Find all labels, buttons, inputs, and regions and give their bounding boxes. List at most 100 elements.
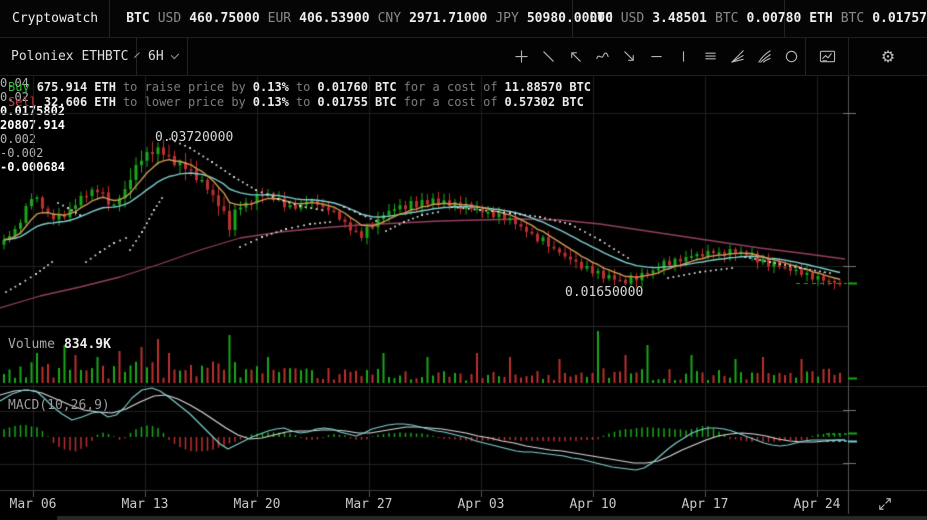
ticker-text: 460.75000 xyxy=(189,11,260,26)
fan-lines-icon xyxy=(731,50,744,63)
x-axis-label: Apr 03 xyxy=(457,497,505,512)
ticker-text: USD xyxy=(620,11,645,26)
ticker-text: 2971.71000 xyxy=(409,11,488,26)
settings-button[interactable]: ⚙ xyxy=(849,38,927,75)
ticker-text: 50980.00000 xyxy=(526,11,613,26)
tool-arrow-down-right[interactable] xyxy=(616,38,643,75)
ticker-text: BTC xyxy=(840,11,865,26)
info-token: ETH xyxy=(94,95,116,109)
toolbar: Poloniex ETHBTC 6H ⚙ xyxy=(0,38,927,76)
horizontal-line-icon xyxy=(651,55,662,58)
x-axis-label: Apr 24 xyxy=(793,497,841,512)
curve-icon xyxy=(596,52,609,59)
chevron-down-icon xyxy=(170,50,180,60)
info-token: Buy xyxy=(8,80,30,94)
tool-circle[interactable] xyxy=(778,38,805,75)
ticker-text: 0.00780 xyxy=(746,11,802,26)
parallel-lines-icon xyxy=(705,52,716,60)
ticker-text: CNY xyxy=(377,11,402,26)
toolbar-divider xyxy=(848,38,849,75)
tool-trend-line[interactable] xyxy=(535,38,562,75)
info-token: 0.01760 xyxy=(317,80,368,94)
info-token: 0.57302 xyxy=(504,95,556,109)
info-token: BTC xyxy=(562,95,584,109)
tool-chart-settings[interactable] xyxy=(806,38,848,75)
ticker-text: EUR xyxy=(267,11,292,26)
x-axis-label: Mar 13 xyxy=(121,497,169,512)
tool-fan-lines[interactable] xyxy=(724,38,751,75)
x-axis-label: Mar 20 xyxy=(233,497,281,512)
toolbar-spacer xyxy=(188,38,508,75)
expand-icon[interactable] xyxy=(876,495,894,513)
ticker-text: 406.53900 xyxy=(299,11,370,26)
info-token: BTC xyxy=(374,95,397,109)
tool-crosshair[interactable] xyxy=(508,38,535,75)
ticker-text: LTC xyxy=(589,11,613,26)
vertical-line-icon xyxy=(682,51,685,62)
info-token: BTC xyxy=(374,80,397,94)
x-axis-label: Apr 17 xyxy=(681,497,729,512)
info-token: 32.606 xyxy=(43,95,88,109)
gear-icon: ⚙ xyxy=(880,47,896,66)
info-token: 0.13% xyxy=(252,95,289,109)
ticker-ltc[interactable]: LTC USD 3.48501 BTC 0.00780 xyxy=(573,0,801,37)
info-token: 0.13% xyxy=(252,80,289,94)
period-selector[interactable]: 6H xyxy=(137,38,188,75)
toolbar-divider xyxy=(805,38,806,75)
tool-parallel-lines[interactable] xyxy=(697,38,724,75)
ticker-btc[interactable]: BTC USD 460.75000 EUR 406.53900 CNY 2971.71000… xyxy=(110,0,613,37)
x-axis-label: Mar 27 xyxy=(345,497,393,512)
chrome: Cryptowatch BTC USD 460.75000 EUR 406.53900 C… xyxy=(0,0,927,76)
volume-value: 834.9K xyxy=(63,337,111,352)
tool-horizontal-line[interactable] xyxy=(643,38,670,75)
tool-pitchfork[interactable] xyxy=(751,38,778,75)
arrow-pointer-icon xyxy=(571,52,581,62)
tool-curve[interactable] xyxy=(589,38,616,75)
ticker-text: ETH xyxy=(809,11,833,26)
brand-logo[interactable]: Cryptowatch xyxy=(0,0,111,37)
top-header: Cryptowatch BTC USD 460.75000 EUR 406.53900 C… xyxy=(0,0,927,38)
ticker-bar: BTC USD 460.75000 EUR 406.53900 CNY 2971.71000… xyxy=(110,0,927,37)
market-selector-label: Poloniex ETHBTC xyxy=(11,49,129,64)
arrow-down-right-icon xyxy=(624,51,634,61)
ticker-text: 0.01757 xyxy=(872,11,927,26)
tool-arrow-pointer[interactable] xyxy=(562,38,589,75)
info-token: to xyxy=(295,80,311,94)
info-token: 675.914 xyxy=(36,80,88,94)
chart-settings-icon xyxy=(819,50,835,63)
info-token: to lower price by xyxy=(122,95,246,109)
info-token: to raise price by xyxy=(122,80,246,94)
crosshair-icon xyxy=(515,50,528,63)
buy-info-line: Buy 675.914 ETH to raise price by 0.13% to 0.0… xyxy=(8,80,591,95)
info-token: Sell xyxy=(8,95,37,109)
ticker-text: USD xyxy=(157,11,182,26)
sell-info-line: Sell 32.606 ETH to lower price by 0.13% to 0.0… xyxy=(8,95,584,110)
pitchfork-icon xyxy=(758,50,771,63)
ticker-text: BTC xyxy=(126,11,150,26)
macd-panel-label: MACD(10,26,9) xyxy=(8,398,110,413)
low-annotation: 0.01650000 xyxy=(565,285,644,300)
x-axis-label: Apr 10 xyxy=(569,497,617,512)
chart-overlays: Buy 675.914 ETH to raise price by 0.13% to 0.0… xyxy=(0,76,927,512)
macd-label: MACD(10,26,9) xyxy=(8,398,110,413)
high-annotation: 0.03720000 xyxy=(155,130,234,145)
volume-panel-label: Volume 834.9K xyxy=(8,337,111,352)
trend-line-icon xyxy=(543,51,554,62)
drawing-tools xyxy=(508,38,805,75)
tool-vertical-line[interactable] xyxy=(670,38,697,75)
ticker-text: JPY xyxy=(495,11,519,26)
info-token: for a cost of xyxy=(403,95,498,109)
period-selector-label: 6H xyxy=(148,49,164,64)
market-selector[interactable]: Poloniex ETHBTC xyxy=(0,38,141,75)
ticker-eth[interactable]: ETH BTC 0.01757 xyxy=(785,0,927,37)
info-token: to xyxy=(295,95,311,109)
ticker-text: 3.48501 xyxy=(652,11,707,26)
info-token: 11.88570 xyxy=(504,80,563,94)
info-token: 0.01755 xyxy=(317,95,368,109)
ticker-text: BTC xyxy=(715,11,739,26)
x-axis-label: Mar 06 xyxy=(9,497,57,512)
info-token: BTC xyxy=(569,80,592,94)
volume-label: Volume xyxy=(8,337,55,352)
